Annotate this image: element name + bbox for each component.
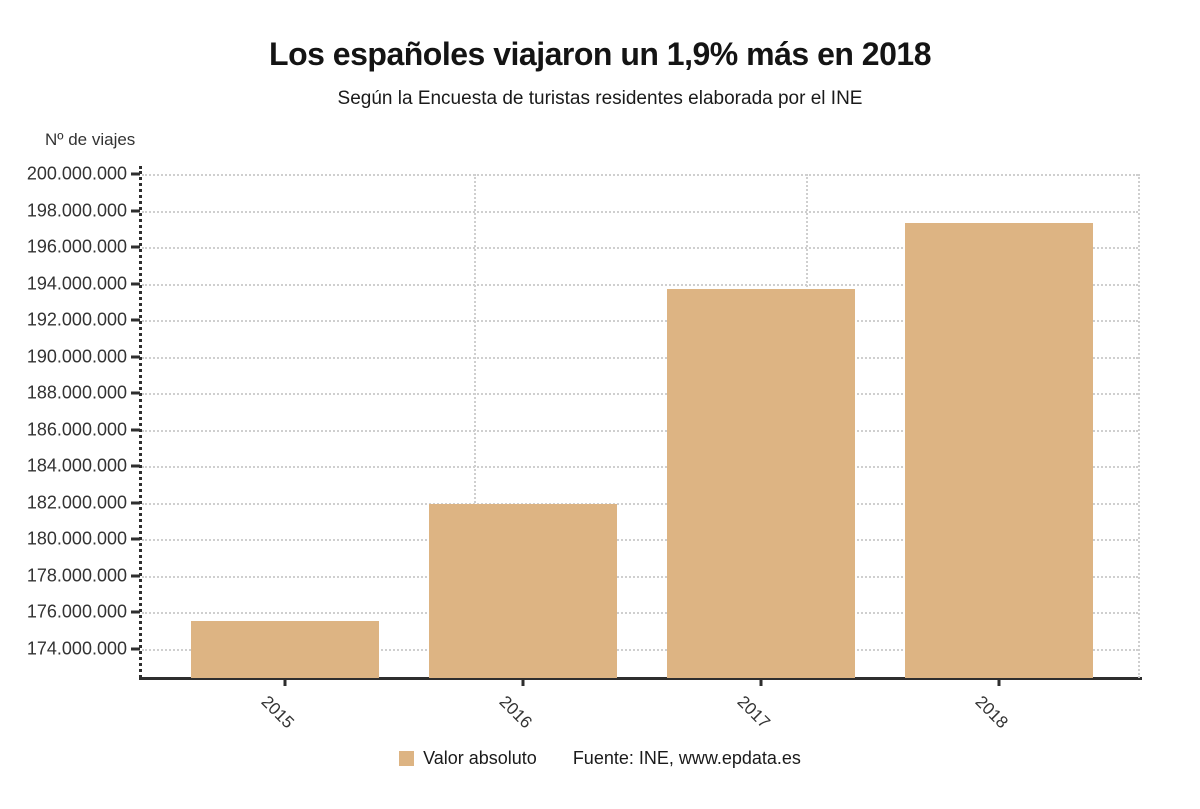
y-axis-tick-label: 178.000.000 xyxy=(26,565,127,586)
y-tick xyxy=(131,501,140,505)
x-axis-label-2015: 2015 xyxy=(257,692,298,733)
x-axis-label-2016: 2016 xyxy=(495,692,536,733)
x-axis-label-2017: 2017 xyxy=(733,692,774,733)
y-tick xyxy=(131,537,140,541)
y-axis-tick-label: 188.000.000 xyxy=(26,382,127,403)
y-tick xyxy=(131,428,140,432)
bar-2018[interactable] xyxy=(905,223,1093,678)
y-gridline xyxy=(142,210,1138,213)
y-axis-tick-label: 192.000.000 xyxy=(26,309,127,330)
y-gridline xyxy=(142,247,1138,250)
y-axis-tick-label: 176.000.000 xyxy=(26,601,127,622)
y-axis-tick-label: 198.000.000 xyxy=(26,200,127,221)
y-gridline xyxy=(142,283,1138,286)
legend: Valor absoluto Fuente: INE, www.epdata.e… xyxy=(0,748,1200,769)
y-tick xyxy=(131,391,140,395)
y-axis-tick-label: 184.000.000 xyxy=(26,455,127,476)
y-tick xyxy=(131,647,140,651)
y-axis-tick-label: 186.000.000 xyxy=(26,419,127,440)
source-text: Fuente: INE, www.epdata.es xyxy=(572,748,801,768)
y-axis-tick-label: 200.000.000 xyxy=(26,163,127,184)
y-axis-tick-label: 190.000.000 xyxy=(26,346,127,367)
x-gridline xyxy=(474,174,476,678)
y-axis-tick-label: 194.000.000 xyxy=(26,273,127,294)
y-gridline xyxy=(142,466,1138,469)
y-tick xyxy=(131,209,140,213)
y-tick xyxy=(131,318,140,322)
bar-2015[interactable] xyxy=(191,621,379,678)
y-tick xyxy=(131,574,140,578)
chart-subtitle: Según la Encuesta de turistas residentes… xyxy=(337,88,863,109)
x-axis-label-2018: 2018 xyxy=(971,692,1012,733)
y-tick xyxy=(131,245,140,249)
legend-label: Valor absoluto xyxy=(423,748,537,768)
y-tick xyxy=(131,464,140,468)
y-tick xyxy=(131,282,140,286)
y-gridline xyxy=(142,393,1138,396)
y-gridline xyxy=(142,539,1138,542)
y-gridline xyxy=(142,174,1138,176)
chart-title: Los españoles viajaron un 1,9% más en 20… xyxy=(269,36,931,72)
y-gridline xyxy=(142,356,1138,359)
x-tick xyxy=(521,680,525,686)
y-axis-unit-label: Nº de viajes xyxy=(45,130,136,149)
y-gridline xyxy=(142,502,1138,505)
legend-item-valor-absoluto[interactable]: Valor absoluto xyxy=(399,748,537,769)
x-gridline xyxy=(1138,174,1140,678)
y-tick xyxy=(131,355,140,359)
plot-area: 174.000.000 176.000.000 178.000.000 180.000… xyxy=(27,164,1142,732)
y-gridline xyxy=(142,648,1138,651)
y-axis-tick-label: 180.000.000 xyxy=(26,528,127,549)
y-gridline xyxy=(142,320,1138,323)
legend-swatch xyxy=(399,751,415,766)
x-tick xyxy=(997,680,1001,686)
y-gridline xyxy=(142,612,1138,615)
y-axis-tick-label: 174.000.000 xyxy=(26,638,127,659)
y-gridline xyxy=(142,429,1138,432)
bar-2016[interactable] xyxy=(429,503,617,678)
y-tick xyxy=(131,172,140,176)
x-tick xyxy=(283,680,287,686)
y-tick xyxy=(131,610,140,614)
y-axis-tick-label: 182.000.000 xyxy=(26,492,127,513)
y-gridline xyxy=(142,575,1138,578)
bar-2017[interactable] xyxy=(667,289,855,678)
y-axis-line xyxy=(139,166,142,678)
x-axis-line xyxy=(139,677,1142,680)
x-tick xyxy=(759,680,763,686)
y-axis-tick-label: 196.000.000 xyxy=(26,236,127,257)
